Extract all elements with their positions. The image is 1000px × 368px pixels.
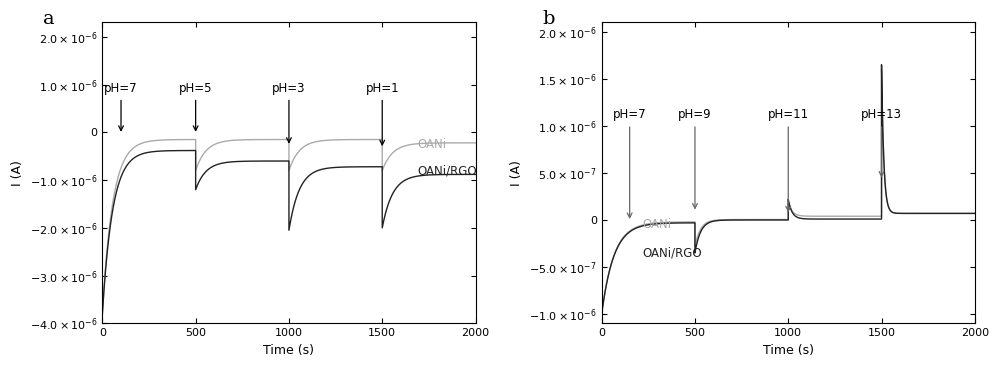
Text: a: a [43, 10, 54, 28]
Y-axis label: I (A): I (A) [510, 160, 523, 186]
Text: OANi/RGO: OANi/RGO [643, 247, 702, 259]
Text: b: b [542, 10, 554, 28]
Text: pH=1: pH=1 [365, 82, 399, 145]
Text: pH=7: pH=7 [613, 109, 646, 218]
Text: pH=13: pH=13 [861, 109, 902, 176]
Y-axis label: I (A): I (A) [11, 160, 24, 186]
Text: pH=5: pH=5 [179, 82, 212, 131]
Text: pH=7: pH=7 [104, 82, 138, 131]
X-axis label: Time (s): Time (s) [263, 344, 314, 357]
Text: pH=11: pH=11 [768, 109, 809, 211]
X-axis label: Time (s): Time (s) [763, 344, 814, 357]
Text: pH=3: pH=3 [272, 82, 306, 142]
Text: pH=9: pH=9 [678, 109, 712, 208]
Text: OANi/RGO: OANi/RGO [418, 164, 477, 177]
Text: OANi: OANi [643, 218, 672, 231]
Text: OANi: OANi [418, 138, 447, 151]
